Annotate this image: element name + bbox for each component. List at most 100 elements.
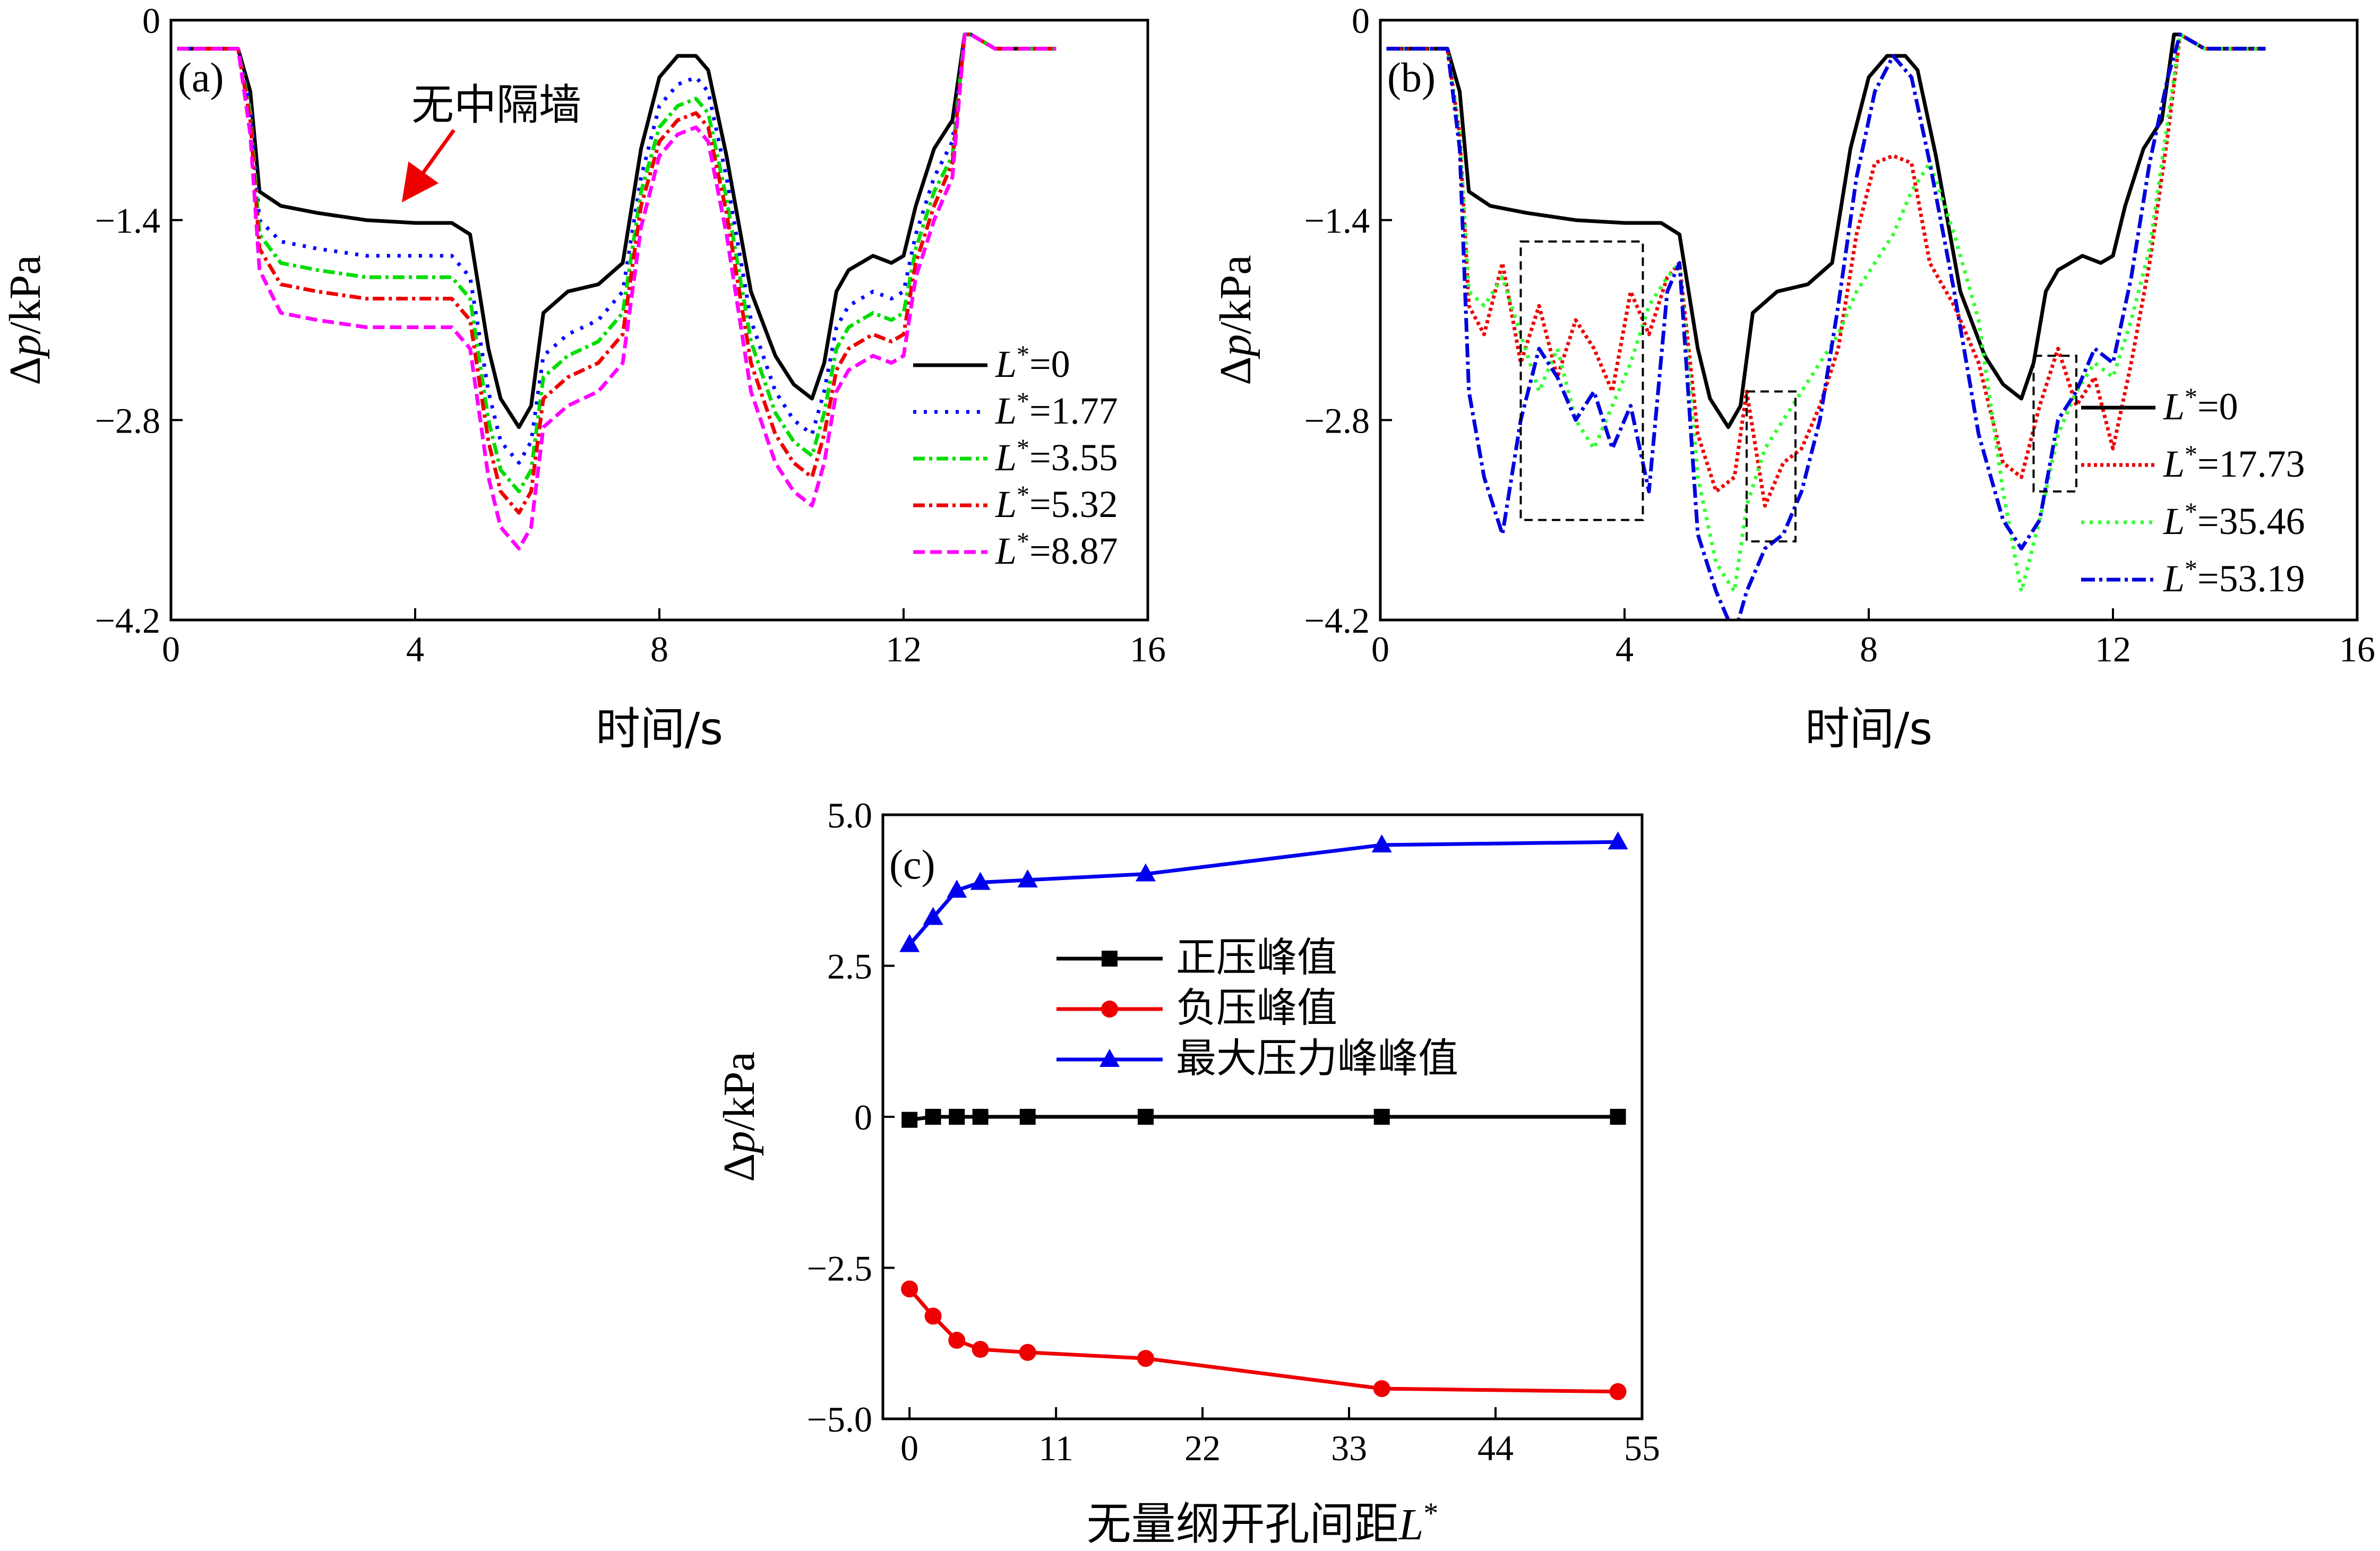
panel-c-ylabel-var: p bbox=[715, 1131, 764, 1156]
legend-label: L*=1.77 bbox=[995, 387, 1118, 433]
panel-c-series bbox=[899, 831, 1628, 1400]
highlight-box bbox=[2032, 355, 2077, 493]
x-tick-label: 12 bbox=[886, 629, 922, 669]
data-point bbox=[972, 1109, 989, 1125]
panel-b-boxes bbox=[1519, 240, 2077, 543]
data-point bbox=[1371, 834, 1392, 852]
panel-c-xlabel: 无量纲开孔间距L* bbox=[1087, 1497, 1439, 1550]
y-tick-label: −4.2 bbox=[1304, 600, 1370, 641]
series-line bbox=[1386, 32, 2266, 620]
panel-a-ylabel: Δp/kPa bbox=[1, 255, 50, 385]
data-point bbox=[924, 1307, 942, 1325]
x-tick-label: 11 bbox=[1038, 1428, 1073, 1468]
y-tick-label: 5.0 bbox=[827, 795, 872, 835]
x-tick-label: 0 bbox=[1371, 629, 1389, 669]
panel-b-ticks: 0 4 8 12 16 0 −1.4 −2.8 −4.2 bbox=[1304, 1, 2375, 669]
legend-label: L*=0 bbox=[2163, 383, 2238, 428]
legend-label: 正压峰值 bbox=[1176, 934, 1337, 981]
panel-a-ylabel-var: p bbox=[1, 334, 50, 359]
data-point bbox=[1017, 869, 1038, 887]
data-point bbox=[1609, 1383, 1627, 1400]
x-tick-label: 22 bbox=[1184, 1428, 1221, 1468]
data-point bbox=[1102, 951, 1118, 967]
legend-label: L*=5.32 bbox=[995, 481, 1118, 526]
panel-a-xlabel: 时间/s bbox=[596, 703, 723, 755]
x-tick-label: 33 bbox=[1331, 1428, 1367, 1468]
x-tick-label: 8 bbox=[1860, 629, 1878, 669]
y-tick-label: −5.0 bbox=[807, 1399, 872, 1440]
y-tick-label: 2.5 bbox=[827, 946, 872, 987]
data-point bbox=[1019, 1343, 1036, 1361]
data-point bbox=[1373, 1380, 1390, 1398]
legend-label: L*=3.55 bbox=[995, 434, 1118, 479]
legend-label: L*=0 bbox=[995, 341, 1070, 386]
data-point bbox=[1137, 1109, 1154, 1125]
legend-label: L*=17.73 bbox=[2163, 441, 2305, 486]
y-tick-label: −4.2 bbox=[95, 600, 160, 641]
data-point bbox=[970, 872, 991, 890]
data-point bbox=[947, 880, 967, 898]
panel-c-label: (c) bbox=[889, 841, 935, 887]
panel-b-ylabel-suffix: /kPa bbox=[1211, 255, 1260, 334]
data-point bbox=[901, 1280, 918, 1298]
panel-a-ylabel-prefix: Δ bbox=[1, 357, 50, 385]
y-tick-label: 0 bbox=[142, 1, 160, 41]
x-tick-label: 4 bbox=[1616, 629, 1634, 669]
data-point bbox=[948, 1332, 966, 1349]
data-point bbox=[1019, 1109, 1036, 1125]
panel-b-ylabel: Δp/kPa bbox=[1211, 255, 1260, 385]
x-tick-label: 12 bbox=[2095, 629, 2131, 669]
panel-b: 0 4 8 12 16 0 −1.4 −2.8 −4.2 (b) 时间/s Δp/kPa L*=… bbox=[1211, 1, 2375, 755]
panel-a-ticks: 0 4 8 12 16 0 −1.4 −2.8 −4.2 bbox=[95, 1, 1166, 669]
panel-a-annotation: 无中隔墙 bbox=[411, 80, 581, 130]
panel-a-label: (a) bbox=[178, 54, 224, 100]
panel-c-xlabel-text: 无量纲开孔间距 bbox=[1087, 1498, 1399, 1550]
data-point bbox=[899, 934, 920, 952]
panel-c-xlabel-sup: * bbox=[1423, 1497, 1438, 1530]
panel-c-ylabel-prefix: Δ bbox=[715, 1153, 764, 1182]
data-point bbox=[1099, 1049, 1120, 1067]
highlight-box bbox=[1519, 240, 1644, 521]
data-point bbox=[1135, 863, 1156, 882]
x-tick-label: 16 bbox=[1130, 629, 1166, 669]
data-point bbox=[925, 1109, 941, 1125]
data-point bbox=[1101, 1001, 1118, 1018]
data-point bbox=[1608, 831, 1628, 850]
legend-label: 最大压力峰峰值 bbox=[1176, 1035, 1458, 1082]
legend-label: L*=8.87 bbox=[995, 528, 1118, 573]
panel-c: 0 11 22 33 44 55 5.0 2.5 0 −2.5 −5.0 (c) 无量纲开孔间距L*… bbox=[715, 795, 1660, 1550]
panel-a-series bbox=[177, 32, 1056, 550]
x-tick-label: 44 bbox=[1477, 1428, 1514, 1468]
y-tick-label: −2.5 bbox=[807, 1248, 872, 1289]
series-line bbox=[908, 840, 1618, 946]
y-tick-label: −2.8 bbox=[1304, 400, 1370, 441]
data-point bbox=[1610, 1109, 1626, 1125]
series-line bbox=[909, 1115, 1618, 1122]
panel-a-legend: L*=0L*=1.77L*=3.55L*=5.32L*=8.87 bbox=[913, 341, 1118, 573]
panel-c-ylabel: Δp/kPa bbox=[715, 1052, 764, 1182]
panel-b-label: (b) bbox=[1387, 54, 1436, 100]
x-tick-label: 0 bbox=[900, 1428, 918, 1468]
x-tick-label: 0 bbox=[162, 629, 180, 669]
y-tick-label: 0 bbox=[1352, 1, 1370, 41]
panel-c-ticks: 0 11 22 33 44 55 5.0 2.5 0 −2.5 −5.0 bbox=[807, 795, 1660, 1468]
data-point bbox=[923, 907, 943, 925]
legend-label: 负压峰值 bbox=[1176, 984, 1337, 1031]
data-point bbox=[972, 1341, 989, 1358]
x-tick-label: 55 bbox=[1624, 1428, 1660, 1468]
legend-label: L*=35.46 bbox=[2163, 498, 2305, 543]
data-point bbox=[1373, 1109, 1390, 1125]
legend-label: L*=53.19 bbox=[2163, 555, 2305, 600]
data-point bbox=[949, 1109, 965, 1125]
series-line bbox=[1386, 32, 2266, 429]
series-line bbox=[177, 32, 1056, 515]
x-tick-label: 16 bbox=[2339, 629, 2375, 669]
data-point bbox=[1137, 1350, 1154, 1367]
series-line bbox=[177, 32, 1056, 494]
panel-b-legend: L*=0 L*=17.73 L*=35.46 L*=53.19 bbox=[2081, 383, 2305, 600]
panel-a: 0 4 8 12 16 0 −1.4 −2.8 −4.2 (a) 时间/s Δp/kPa 无中隔… bbox=[1, 1, 1166, 755]
panel-b-ylabel-var: p bbox=[1211, 334, 1260, 359]
panel-b-series bbox=[1386, 32, 2266, 620]
